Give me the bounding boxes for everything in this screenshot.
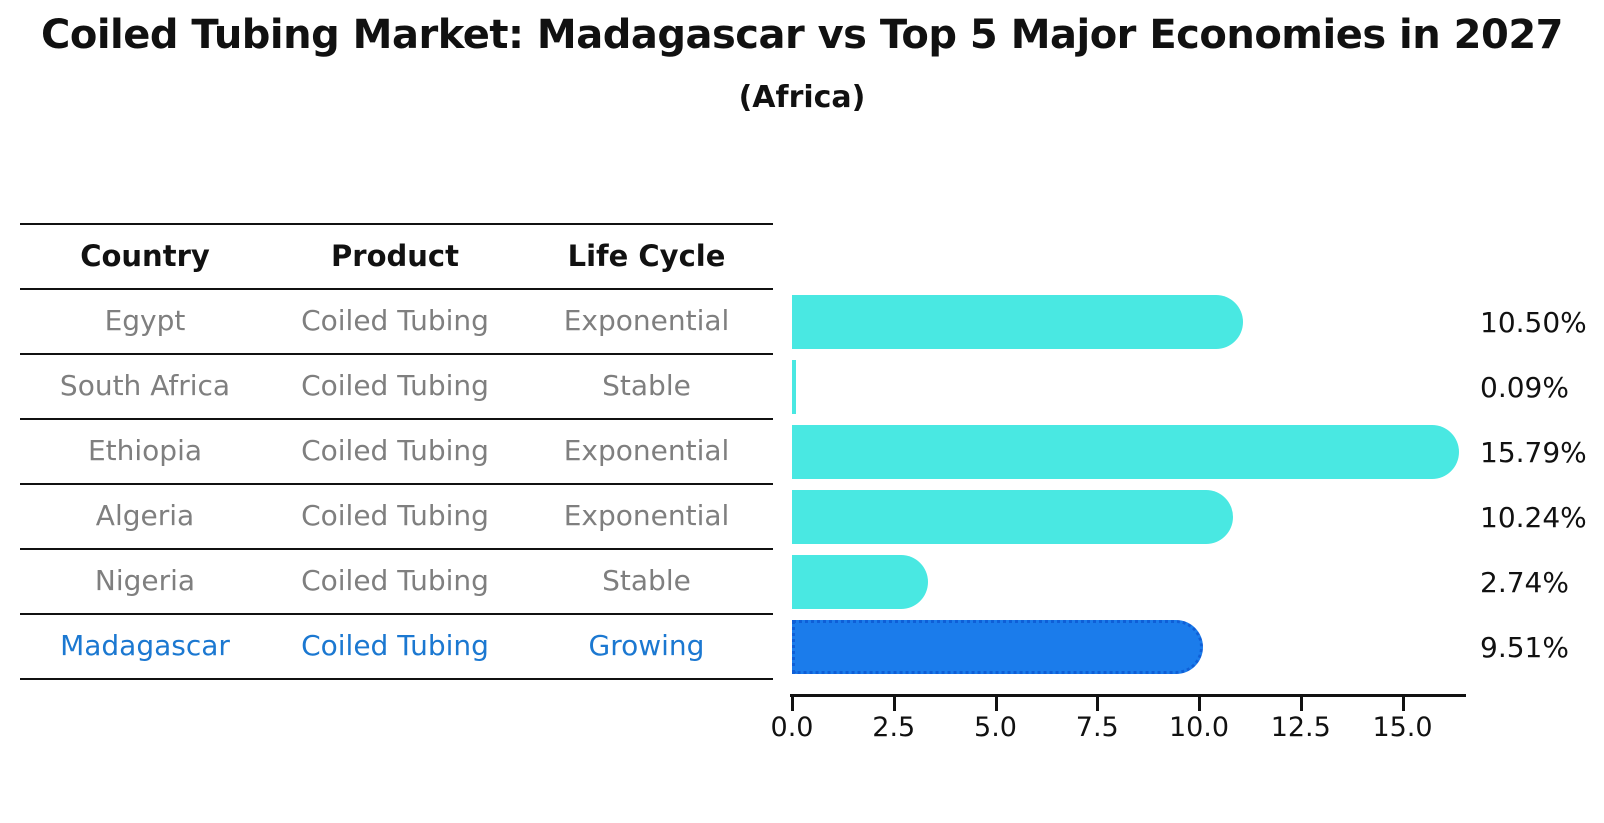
table-rule bbox=[20, 353, 773, 355]
x-axis-tick bbox=[791, 694, 794, 711]
table-row-algeria-cell-2: Coiled Tubing bbox=[301, 499, 489, 532]
table-row-ethiopia-cell-2: Coiled Tubing bbox=[301, 434, 489, 467]
x-axis-tick-label: 7.5 bbox=[1075, 712, 1119, 743]
table-row-south-africa-cell-2: Coiled Tubing bbox=[301, 369, 489, 402]
x-axis-tick-label: 0.0 bbox=[770, 712, 814, 743]
chart-subtitle: (Africa) bbox=[738, 80, 866, 115]
x-axis-tick-label: 12.5 bbox=[1270, 712, 1331, 743]
table-rule bbox=[20, 418, 773, 420]
bar-south-africa bbox=[792, 360, 796, 414]
table-row-ethiopia-cell-1: Ethiopia bbox=[87, 434, 203, 467]
value-label-ethiopia: 15.79% bbox=[1480, 435, 1587, 469]
table-header-row-cell-3: Life Cycle bbox=[567, 238, 726, 273]
table-row-nigeria-cell-2: Coiled Tubing bbox=[301, 564, 489, 597]
value-label-egypt: 10.50% bbox=[1480, 305, 1587, 339]
x-axis-tick bbox=[892, 694, 896, 711]
value-label-algeria: 10.24% bbox=[1480, 500, 1587, 534]
table-row-madagascar: Madagascar Coiled Tubing Growing bbox=[0, 613, 773, 678]
x-axis-tick bbox=[1096, 694, 1100, 711]
table-row-south-africa-cell-1: South Africa bbox=[59, 369, 231, 402]
table-header-row-cell-1: Country bbox=[80, 238, 210, 273]
table-row-egypt-cell-1: Egypt bbox=[104, 304, 186, 337]
value-label-nigeria: 2.74% bbox=[1480, 565, 1569, 599]
table-row-egypt-cell-3: Exponential bbox=[563, 304, 730, 337]
x-axis-tick bbox=[1401, 694, 1405, 711]
table-rule bbox=[20, 223, 773, 225]
chart-title: Coiled Tubing Market: Madagascar vs Top … bbox=[40, 12, 1564, 58]
bar-egypt bbox=[792, 295, 1244, 349]
table-row-nigeria: Nigeria Coiled Tubing Stable bbox=[0, 548, 773, 613]
x-axis-tick bbox=[994, 694, 998, 711]
table-rule bbox=[20, 678, 773, 680]
table-row-nigeria-cell-3: Stable bbox=[602, 564, 691, 597]
value-label-madagascar: 9.51% bbox=[1480, 630, 1569, 664]
x-axis-tick-label: 15.0 bbox=[1372, 712, 1433, 743]
table-row-madagascar-cell-2: Coiled Tubing bbox=[301, 629, 489, 662]
table-row-south-africa-cell-3: Stable bbox=[602, 369, 691, 402]
table-row-south-africa: South Africa Coiled Tubing Stable bbox=[0, 353, 773, 418]
table-row-madagascar-cell-3: Growing bbox=[588, 629, 705, 662]
table-row-nigeria-cell-1: Nigeria bbox=[94, 564, 196, 597]
x-axis-spine bbox=[790, 694, 1466, 697]
table-row-ethiopia: Ethiopia Coiled Tubing Exponential bbox=[0, 418, 773, 483]
table-header-row-cell-2: Product bbox=[331, 238, 459, 273]
x-axis-tick bbox=[1198, 694, 1201, 711]
bar-algeria bbox=[792, 490, 1233, 544]
table-row-algeria: Algeria Coiled Tubing Exponential bbox=[0, 483, 773, 548]
bar-ethiopia bbox=[792, 425, 1459, 479]
x-axis-tick-label: 2.5 bbox=[872, 712, 916, 743]
table-rule bbox=[20, 548, 773, 550]
table-row-madagascar-cell-1: Madagascar bbox=[60, 629, 230, 662]
x-axis-tick-label: 10.0 bbox=[1168, 712, 1230, 743]
table-row-egypt: Egypt Coiled Tubing Exponential bbox=[0, 288, 773, 353]
bar-madagascar bbox=[792, 620, 1204, 674]
table-row-egypt-cell-2: Coiled Tubing bbox=[301, 304, 489, 337]
value-label-south-africa: 0.09% bbox=[1480, 370, 1569, 404]
table-rule bbox=[20, 483, 773, 485]
bar-nigeria bbox=[792, 555, 928, 609]
table-row-algeria-cell-1: Algeria bbox=[95, 499, 195, 532]
table-row-algeria-cell-3: Exponential bbox=[563, 499, 730, 532]
x-axis-tick-label: 5.0 bbox=[974, 712, 1017, 743]
table-header-row: Country Product Life Cycle bbox=[0, 223, 773, 288]
table-rule bbox=[20, 613, 773, 615]
x-axis-tick bbox=[1299, 694, 1303, 711]
table-rule bbox=[20, 288, 773, 290]
table-row-ethiopia-cell-3: Exponential bbox=[563, 434, 730, 467]
